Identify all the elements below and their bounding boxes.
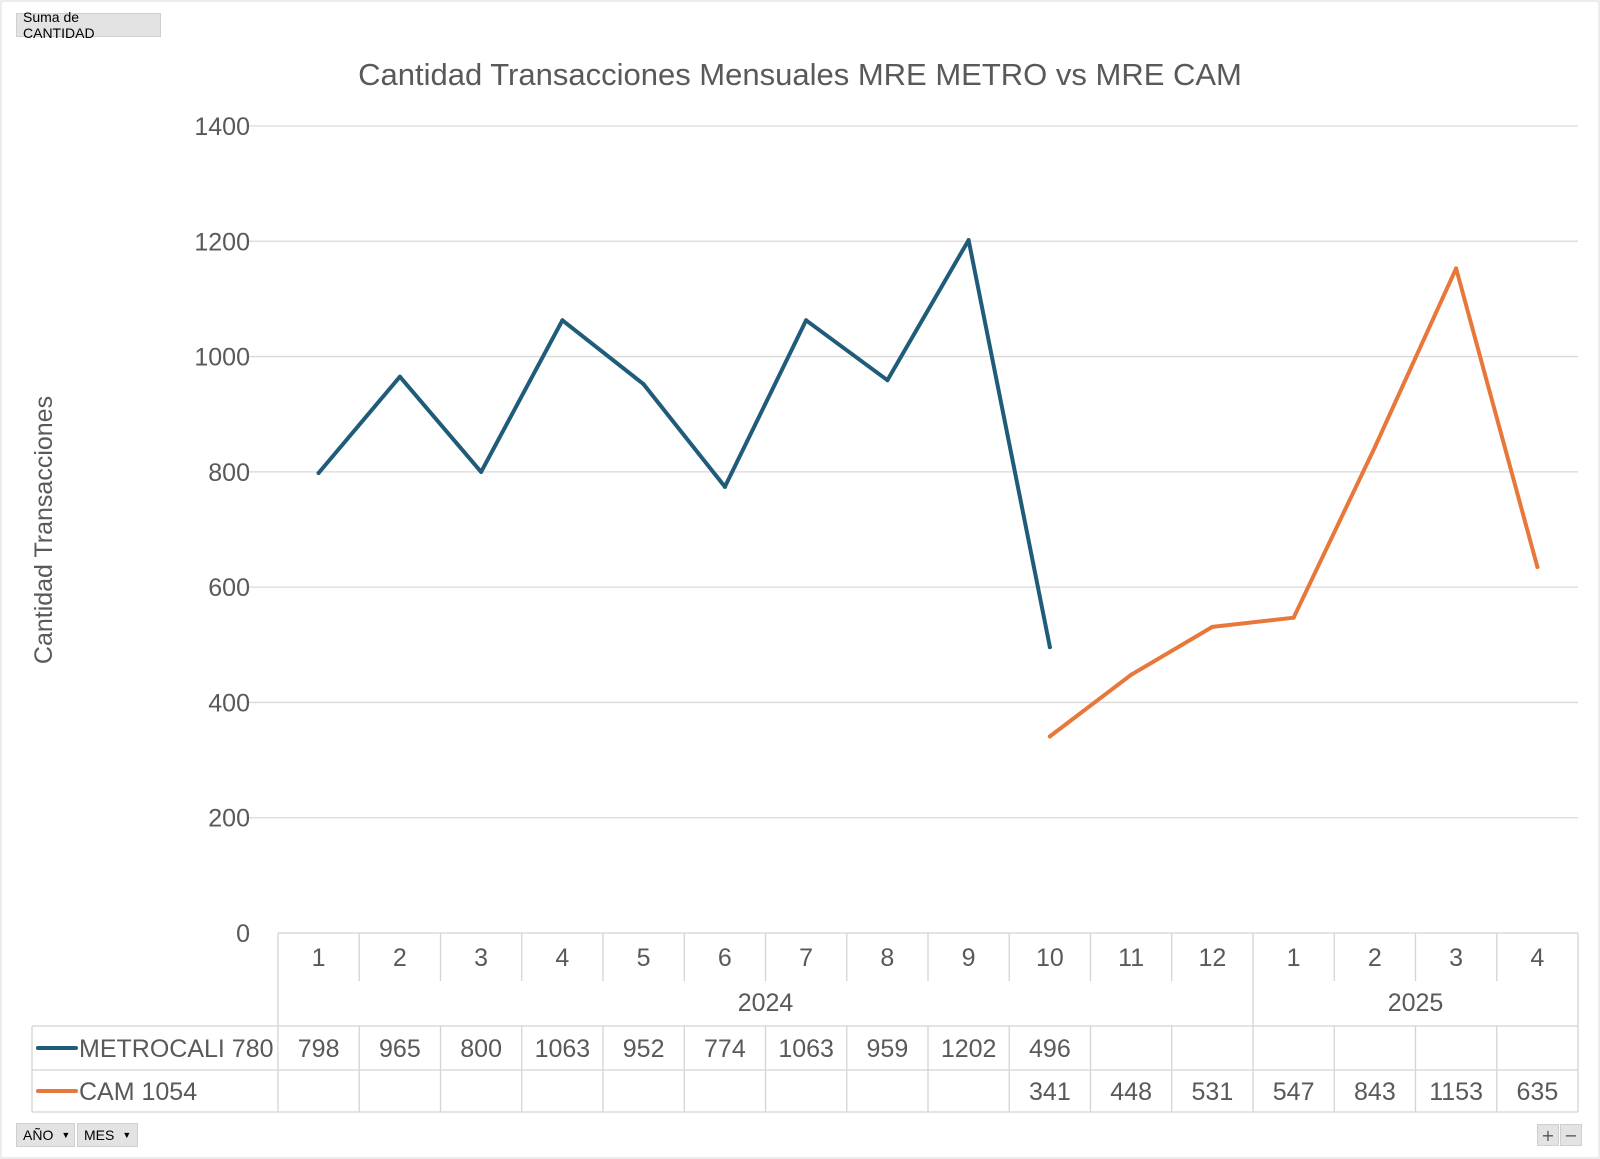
month-label: 10 (1036, 944, 1064, 972)
y-tick-label: 0 (236, 920, 250, 948)
data-point (479, 469, 484, 474)
data-point (1047, 734, 1052, 739)
y-axis-ticks: 0 200 400 600 800 1000 1200 1400 (194, 113, 250, 948)
table-value: 800 (460, 1035, 502, 1063)
gridlines (248, 125, 1578, 819)
chevron-down-icon: ▼ (122, 1130, 132, 1140)
table-value: 959 (867, 1035, 909, 1063)
table-value: 1202 (941, 1035, 997, 1063)
table-value: 798 (298, 1035, 340, 1063)
table-value: 1153 (1429, 1078, 1483, 1106)
y-tick-label: 1000 (194, 344, 250, 372)
month-label: 6 (718, 944, 732, 972)
data-point (1454, 266, 1459, 271)
series-name: METROCALI 780 (79, 1035, 274, 1063)
month-label: 8 (880, 944, 894, 972)
month-label: 9 (962, 944, 976, 972)
year-field-label: AÑO (23, 1127, 54, 1143)
table-value: 1063 (778, 1035, 834, 1063)
data-point (804, 318, 809, 323)
data-point (397, 374, 402, 379)
data-point (560, 318, 565, 323)
month-label: 4 (1530, 944, 1544, 972)
table-value: 843 (1354, 1078, 1396, 1106)
table-value: 1063 (535, 1035, 591, 1063)
month-label: 11 (1118, 944, 1144, 972)
series-line (316, 238, 1052, 650)
data-point (885, 378, 890, 383)
value-field-button[interactable]: Suma de CANTIDAD (16, 9, 161, 41)
chevron-down-icon: ▼ (61, 1130, 71, 1140)
series-name: CAM 1054 (79, 1078, 197, 1106)
table-value: 531 (1192, 1078, 1234, 1106)
y-tick-label: 1200 (194, 228, 250, 256)
data-point (316, 471, 321, 476)
data-point (1047, 645, 1052, 650)
month-label: 3 (1449, 944, 1463, 972)
table-value: 496 (1029, 1035, 1071, 1063)
minus-icon: − (1564, 1125, 1578, 1145)
series-line (1047, 266, 1540, 739)
month-label: 2 (393, 944, 407, 972)
data-point (1210, 624, 1215, 629)
month-label: 4 (555, 944, 569, 972)
year-label: 2024 (738, 989, 794, 1017)
table-value: 635 (1517, 1078, 1559, 1106)
table-value: 952 (623, 1035, 665, 1063)
month-field-label: MES (84, 1127, 115, 1143)
collapse-button[interactable]: − (1560, 1124, 1582, 1146)
value-field-label: Suma de CANTIDAD (23, 9, 95, 41)
month-label: 7 (799, 944, 813, 972)
table-value: 448 (1110, 1078, 1152, 1106)
data-point (1291, 615, 1296, 620)
expand-button[interactable]: + (1537, 1124, 1559, 1146)
month-field-button[interactable]: MES ▼ (77, 1123, 138, 1147)
month-label: 3 (474, 944, 488, 972)
month-label: 2 (1368, 944, 1382, 972)
y-tick-label: 200 (208, 805, 250, 833)
table-value: 341 (1029, 1078, 1071, 1106)
y-tick-label: 600 (208, 574, 250, 602)
y-tick-label: 800 (208, 459, 250, 487)
y-tick-label: 400 (208, 689, 250, 717)
y-axis-label: Cantidad Transacciones (30, 396, 58, 664)
year-field-button[interactable]: AÑO ▼ (16, 1123, 75, 1147)
year-label: 2025 (1388, 989, 1444, 1017)
chart-title: Cantidad Transacciones Mensuales MRE MET… (358, 57, 1242, 92)
month-label: 1 (1287, 944, 1301, 972)
month-label: 12 (1198, 944, 1226, 972)
data-point (966, 238, 971, 243)
data-point (722, 484, 727, 489)
y-tick-label: 1400 (194, 113, 250, 141)
plus-icon: + (1541, 1125, 1555, 1145)
table-value: 774 (704, 1035, 746, 1063)
data-point (1535, 564, 1540, 569)
series-lines (316, 238, 1540, 739)
month-label: 1 (312, 944, 326, 972)
data-point (641, 382, 646, 387)
data-point (1372, 445, 1377, 450)
table-value: 965 (379, 1035, 421, 1063)
month-label: 5 (637, 944, 651, 972)
table-value: 547 (1273, 1078, 1315, 1106)
data-point (1129, 672, 1134, 677)
